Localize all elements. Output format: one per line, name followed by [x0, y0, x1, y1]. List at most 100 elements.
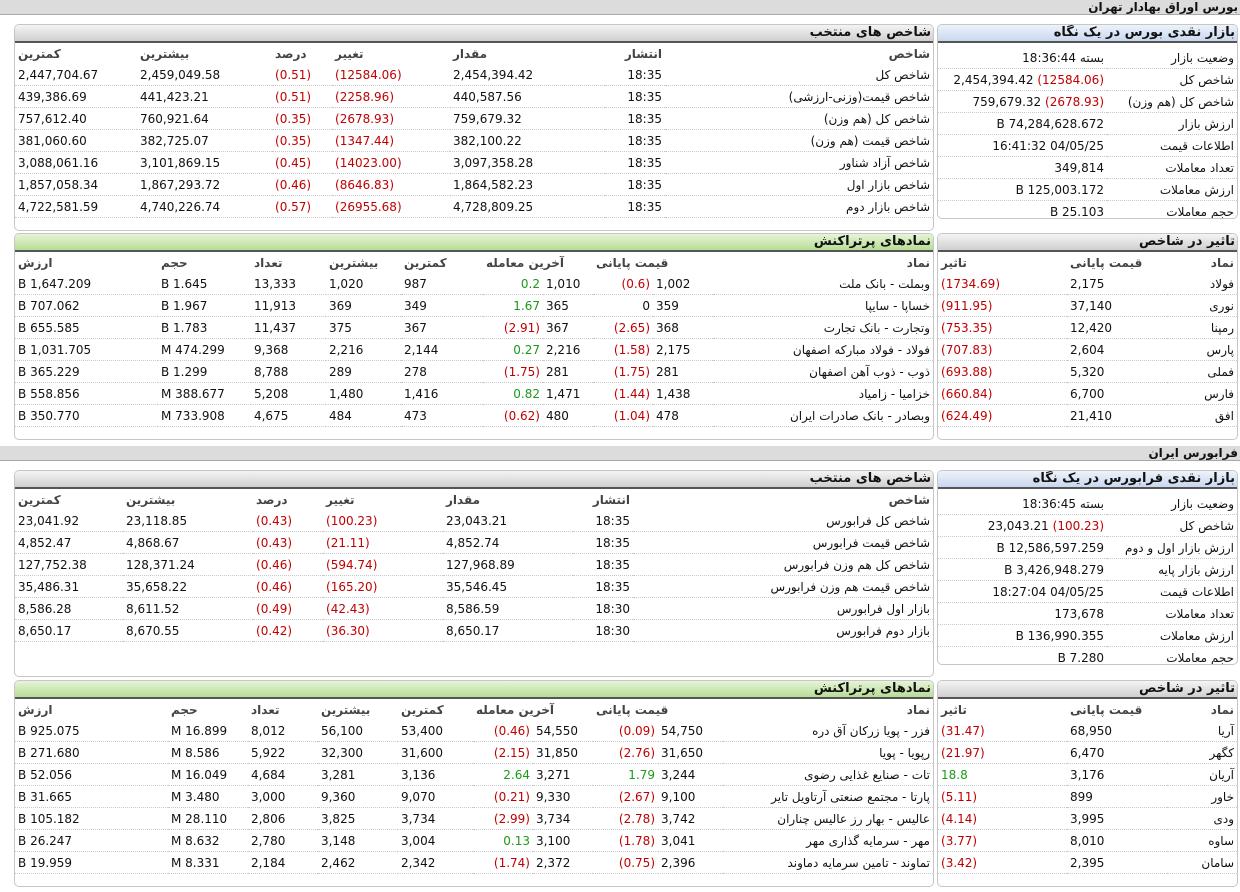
impact-symbol[interactable]: کگهر: [1209, 745, 1235, 760]
active-symbol-row[interactable]: خزامیا - زامیاد 1,438 (1.44) 1,471 0.82 1,416…: [15, 383, 933, 405]
trade-count: 5,208: [253, 386, 289, 401]
impact-symbol[interactable]: سامان: [1201, 855, 1234, 870]
index-row[interactable]: شاخص بازار اول 18:35 1,864,582.23 (8646.83)…: [15, 174, 933, 196]
symbol-name[interactable]: تماوند - تامین سرمایه دماوند: [787, 855, 930, 870]
active-symbol-row[interactable]: پارتا - مجتمع صنعتی آرتاویل تایر 9,100 (2.…: [15, 786, 933, 808]
impact-row[interactable]: ساوه 8,010 (3.77): [938, 830, 1237, 852]
symbol-name[interactable]: خساپا - سایپا: [864, 298, 930, 313]
index-name[interactable]: شاخص کل: [875, 67, 930, 82]
impact-row[interactable]: سامان 2,395 (3.42): [938, 852, 1237, 874]
ifb-glance-header: بازار نقدی فرابورس در یک نگاه: [938, 471, 1237, 489]
impact-row[interactable]: فولاد 2,175 (1734.69): [938, 273, 1237, 295]
index-row[interactable]: شاخص آزاد شناور 18:35 3,097,358.28 (14023.0…: [15, 152, 933, 174]
impact-row[interactable]: خاور 899 (5.11): [938, 786, 1237, 808]
active-symbol-row[interactable]: تات - صنایع غذایی رضوی 3,244 1.79 3,271 2.64…: [15, 764, 933, 786]
index-name[interactable]: شاخص قیمت(وزنی-ارزشی): [788, 89, 930, 104]
active-symbol-row[interactable]: وبملت - بانک ملت 1,002 (0.6) 1,010 0.2 987 1,0…: [15, 273, 933, 295]
last-change: (2.99): [493, 811, 530, 826]
impact-symbol[interactable]: فملی: [1207, 364, 1234, 379]
impact-symbol[interactable]: نوری: [1209, 298, 1234, 313]
index-row[interactable]: شاخص قیمت (هم وزن) 18:35 382,100.22 (1347.4…: [15, 130, 933, 152]
index-name[interactable]: شاخص قیمت هم وزن فرابورس: [770, 579, 930, 594]
active-symbol-row[interactable]: عالیس - بهار رز عالیس چناران 3,742 (2.78) 3…: [15, 808, 933, 830]
symbol-name[interactable]: رپویا - پویا: [879, 745, 930, 760]
impact-symbol[interactable]: ودی: [1213, 811, 1234, 826]
symbol-name[interactable]: عالیس - بهار رز عالیس چناران: [777, 811, 930, 826]
symbol-name[interactable]: ذوب - ذوب آهن اصفهان: [809, 364, 930, 379]
active-symbol-row[interactable]: فزر - پویا زرکان آق دره 54,750 (0.09) 54,55…: [15, 720, 933, 742]
active-symbol-row[interactable]: ذوب - ذوب آهن اصفهان 281 (1.75) 281 (1.75) 27…: [15, 361, 933, 383]
impact-symbol[interactable]: پارس: [1206, 342, 1234, 357]
active-symbol-row[interactable]: وبصادر - بانک صادرات ایران 478 (1.04) 480 (0…: [15, 405, 933, 427]
ifb-impact-header: تاثیر در شاخص: [938, 681, 1237, 699]
index-row[interactable]: شاخص قیمت(وزنی-ارزشی) 18:35 440,587.56 (225…: [15, 86, 933, 108]
active-symbol-row[interactable]: وتجارت - بانک تجارت 368 (2.65) 367 (2.91) 367…: [15, 317, 933, 339]
last-price: 31,850: [535, 745, 578, 760]
active-symbol-row[interactable]: رپویا - پویا 31,650 (2.76) 31,850 (2.15) 31,6…: [15, 742, 933, 764]
impact-symbol[interactable]: رمپنا: [1210, 320, 1234, 335]
low-price: 9,070: [400, 789, 436, 804]
index-name[interactable]: شاخص کل (هم وزن): [823, 111, 930, 126]
index-name[interactable]: شاخص آزاد شناور: [839, 155, 930, 170]
impact-symbol[interactable]: خاور: [1211, 789, 1234, 804]
symbol-name[interactable]: وبملت - بانک ملت: [839, 276, 930, 291]
index-name[interactable]: شاخص کل هم وزن فرابورس: [783, 557, 930, 572]
index-row[interactable]: شاخص قیمت فرابورس 18:35 4,852.74 (21.11) (0.…: [15, 532, 933, 554]
impact-row[interactable]: آریا 68,950 (31.47): [938, 720, 1237, 742]
index-row[interactable]: بازار دوم فرابورس 18:30 8,650.17 (36.30) (0.…: [15, 620, 933, 642]
symbol-name[interactable]: وبصادر - بانک صادرات ایران: [789, 408, 930, 423]
symbol-name[interactable]: تات - صنایع غذایی رضوی: [804, 767, 930, 782]
index-row[interactable]: شاخص کل هم وزن فرابورس 18:35 127,968.89 (59…: [15, 554, 933, 576]
index-low: 8,586.28: [18, 601, 72, 616]
index-name[interactable]: شاخص قیمت فرابورس: [812, 535, 930, 550]
active-symbol-row[interactable]: خساپا - سایپا 359 0 365 1.67 349 369 11,913 1.96…: [15, 295, 933, 317]
close-price: 281: [656, 364, 679, 379]
impact-row[interactable]: افق 21,410 (624.49): [938, 405, 1237, 427]
impact-row[interactable]: فارس 6,700 (660.84): [938, 383, 1237, 405]
impact-symbol[interactable]: فولاد: [1209, 276, 1234, 291]
impact-row[interactable]: فملی 5,320 (693.88): [938, 361, 1237, 383]
index-row[interactable]: شاخص قیمت هم وزن فرابورس 18:35 35,546.45 (1…: [15, 576, 933, 598]
index-percent: (0.46): [275, 177, 312, 192]
index-row[interactable]: شاخص کل فرابورس 18:35 23,043.21 (100.23) (0.…: [15, 510, 933, 532]
symbol-name[interactable]: فولاد - فولاد مبارکه اصفهان: [792, 342, 930, 357]
high-price: 2,216: [328, 342, 364, 357]
index-name[interactable]: بازار دوم فرابورس: [836, 623, 930, 638]
glance-row: شاخص کل (هم وزن) (2678.93) 759,679.32: [938, 91, 1237, 113]
index-name[interactable]: شاخص بازار اول: [846, 177, 930, 192]
close-price: 3,041: [661, 833, 696, 848]
index-name[interactable]: شاخص قیمت (هم وزن): [810, 133, 930, 148]
symbol-name[interactable]: مهر - سرمایه گذاری مهر: [806, 833, 930, 848]
symbol-name[interactable]: پارتا - مجتمع صنعتی آرتاویل تایر: [771, 789, 930, 804]
symbol-name[interactable]: وتجارت - بانک تجارت: [823, 320, 930, 335]
impact-symbol[interactable]: افق: [1214, 408, 1234, 423]
impact-symbol[interactable]: فارس: [1204, 386, 1234, 401]
impact-row[interactable]: نوری 37,140 (911.95): [938, 295, 1237, 317]
impact-row[interactable]: پارس 2,604 (707.83): [938, 339, 1237, 361]
impact-symbol[interactable]: آریا: [1217, 723, 1234, 738]
symbol-name[interactable]: فزر - پویا زرکان آق دره: [812, 723, 930, 738]
impact-symbol[interactable]: ساوه: [1208, 833, 1234, 848]
trade-volume: 474.299 M: [160, 342, 225, 357]
active-symbol-row[interactable]: تماوند - تامین سرمایه دماوند 2,396 (0.75) 2…: [15, 852, 933, 874]
col-header: قیمت پایانی: [1070, 702, 1143, 717]
active-symbol-row[interactable]: مهر - سرمایه گذاری مهر 3,041 (1.78) 3,100 0.…: [15, 830, 933, 852]
impact-symbol[interactable]: آریان: [1209, 767, 1234, 782]
index-row[interactable]: بازار اول فرابورس 18:30 8,586.59 (42.43) (0.…: [15, 598, 933, 620]
impact-effect: (911.95): [941, 298, 993, 313]
index-name[interactable]: شاخص کل فرابورس: [826, 513, 930, 528]
trade-count: 5,922: [250, 745, 286, 760]
active-symbol-row[interactable]: فولاد - فولاد مبارکه اصفهان 2,175 (1.58) 2,…: [15, 339, 933, 361]
index-row[interactable]: شاخص بازار دوم 18:35 4,728,809.25 (26955.68…: [15, 196, 933, 218]
index-row[interactable]: شاخص کل 18:35 2,454,394.42 (12584.06) (0.51)…: [15, 64, 933, 86]
index-name[interactable]: شاخص بازار دوم: [846, 199, 930, 214]
impact-row[interactable]: کگهر 6,470 (21.97): [938, 742, 1237, 764]
impact-row[interactable]: ودی 3,995 (4.14): [938, 808, 1237, 830]
index-row[interactable]: شاخص کل (هم وزن) 18:35 759,679.32 (2678.93)…: [15, 108, 933, 130]
symbol-name[interactable]: خزامیا - زامیاد: [858, 386, 930, 401]
impact-close: 2,395: [1070, 855, 1105, 870]
glance-change: (100.23): [1052, 518, 1104, 533]
impact-row[interactable]: رمپنا 12,420 (753.35): [938, 317, 1237, 339]
impact-row[interactable]: آریان 3,176 18.8: [938, 764, 1237, 786]
index-name[interactable]: بازار اول فرابورس: [836, 601, 930, 616]
